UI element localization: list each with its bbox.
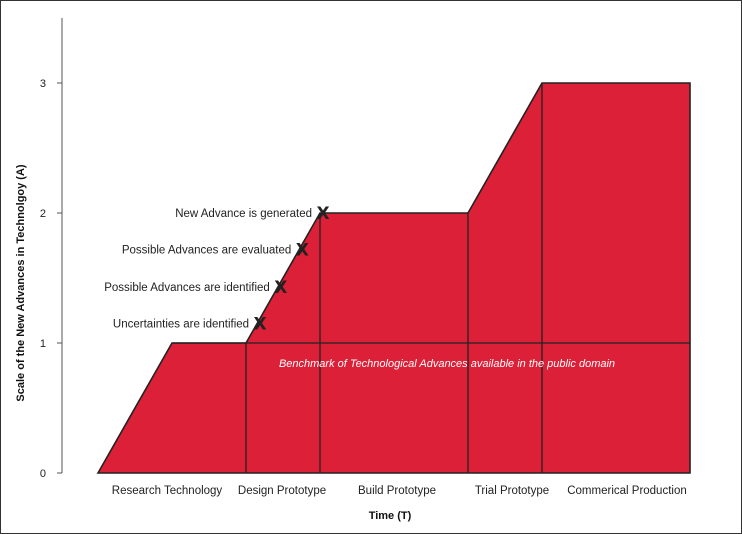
y-tick-label-3: 3 — [40, 78, 46, 90]
stage-divider-layer — [172, 83, 690, 473]
annotation-marker-4: X — [316, 204, 329, 224]
annotation-label-3: Possible Advances are evaluated — [122, 244, 291, 256]
y-tick-label-1: 1 — [40, 338, 46, 350]
annotation-marker-3: X — [296, 240, 309, 260]
benchmark-label: Benchmark of Technological Advances avai… — [279, 358, 615, 370]
annotation-marker-2: X — [274, 278, 287, 298]
label-layer: Benchmark of Technological Advances avai… — [104, 204, 615, 370]
x-category-label-1: Research Technology — [112, 485, 223, 497]
annotation-label-1: Uncertainties are identified — [113, 319, 249, 331]
annotation-label-4: New Advance is generated — [175, 208, 312, 220]
x-category-label-4: Trial Prototype — [475, 485, 549, 497]
x-category-label-3: Build Prototype — [358, 485, 436, 497]
advance-area — [96, 82, 691, 474]
y-tick-label-0: 0 — [40, 468, 46, 480]
x-axis-title: Time (T) — [369, 510, 412, 522]
annotation-label-2: Possible Advances are identified — [104, 282, 270, 294]
annotation-marker-1: X — [254, 315, 267, 335]
x-category-label-5: Commerical Production — [567, 485, 687, 497]
axis-layer: 0 1 2 3 Research Technology Design Prototype B… — [15, 18, 687, 522]
area-layer — [96, 82, 691, 474]
y-tick-label-2: 2 — [40, 208, 46, 220]
x-category-label-2: Design Prototype — [238, 485, 326, 497]
y-axis-title: Scale of the New Advances in Technolgoy … — [15, 164, 27, 401]
